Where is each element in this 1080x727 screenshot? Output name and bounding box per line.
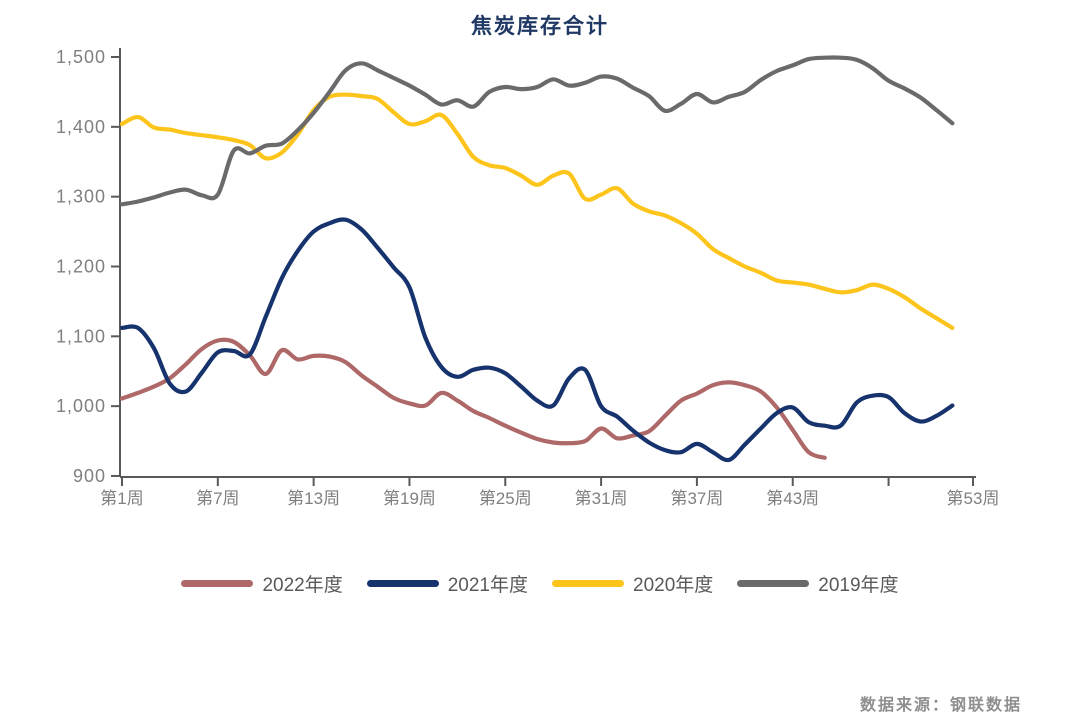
data-source-note: 数据来源：钢联数据 (859, 697, 1022, 714)
x-tick-label: 第53周 (947, 489, 1000, 508)
x-tick-label: 第25周 (479, 489, 532, 508)
legend-label: 2021年度 (447, 575, 528, 596)
x-tick-label: 第37周 (670, 489, 723, 508)
series-line-2020 (119, 92, 955, 330)
legend-label: 2020年度 (633, 575, 714, 596)
y-tick-label: 1,300 (56, 187, 106, 207)
x-tick-label: 第7周 (196, 489, 239, 508)
y-tick-label: 1,500 (56, 47, 106, 67)
y-tick-label: 900 (73, 466, 106, 486)
legend-item-2020: 2020年度 (552, 570, 713, 597)
legend-swatch (366, 580, 439, 587)
legend-swatch (552, 580, 624, 587)
series-line-2019 (119, 55, 955, 207)
x-tick-label: 第43周 (766, 489, 819, 508)
x-tick-label: 第1周 (100, 489, 143, 508)
chart-legend: 2022年度 2021年度 2020年度 2019年度 (0, 570, 1080, 597)
legend-item-2019: 2019年度 (737, 570, 899, 597)
x-tick-label: 第19周 (383, 489, 436, 508)
y-tick-label: 1,200 (56, 256, 106, 276)
legend-label: 2022年度 (262, 575, 343, 596)
legend-swatch (737, 580, 810, 587)
legend-item-2022: 2022年度 (181, 570, 343, 597)
y-tick-label: 1,100 (56, 326, 106, 346)
series-line-2022 (119, 337, 827, 460)
legend-item-2021: 2021年度 (366, 570, 528, 597)
series-line-2021 (119, 217, 955, 463)
y-tick-label: 1,400 (56, 117, 106, 137)
y-tick-label: 1,000 (56, 396, 106, 416)
x-tick-label: 第13周 (287, 489, 340, 508)
legend-swatch (181, 580, 254, 587)
legend-label: 2019年度 (818, 575, 899, 596)
chart-title: 焦炭库存合计 (471, 14, 609, 38)
x-tick-label: 第31周 (575, 489, 628, 508)
